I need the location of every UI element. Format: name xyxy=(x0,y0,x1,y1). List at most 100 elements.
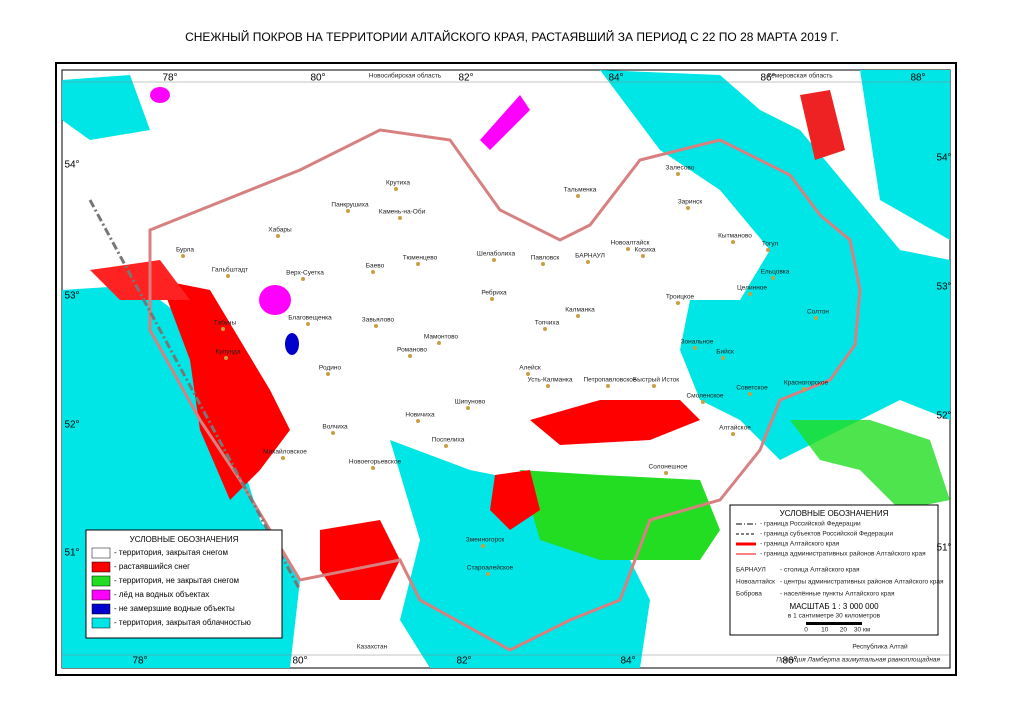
settlement xyxy=(301,277,305,281)
place-label: Панкрушиха xyxy=(331,202,369,209)
coordinate-label: 51° xyxy=(936,543,951,554)
coordinate-label: 52° xyxy=(936,411,951,422)
legend-box xyxy=(85,529,283,639)
settlement xyxy=(731,240,735,244)
projection: Проекция Ламберта азимутальная равноплощ… xyxy=(776,656,940,664)
settlement xyxy=(686,206,690,210)
place-label: Табуны xyxy=(214,319,237,327)
place-label: Алейск xyxy=(519,364,541,372)
cloud-area xyxy=(860,70,950,240)
place-label: Баево xyxy=(366,263,385,270)
place-label: Волчиха xyxy=(322,424,348,431)
melted-snow xyxy=(160,280,290,500)
settlement xyxy=(701,400,705,404)
place-label: Новичиха xyxy=(405,412,435,419)
settlement xyxy=(546,384,550,388)
settlement xyxy=(490,297,494,301)
coordinate-label: 88° xyxy=(910,73,925,84)
ice xyxy=(259,285,291,315)
settlement xyxy=(331,431,335,435)
melted-snow xyxy=(90,260,190,300)
settlement xyxy=(374,324,378,328)
settlement xyxy=(576,194,580,198)
coordinate-label: 54° xyxy=(936,153,951,164)
melted-snow xyxy=(320,520,400,600)
place-label: Советское xyxy=(736,385,768,392)
place-label: Родино xyxy=(319,365,342,372)
settlement xyxy=(226,274,230,278)
legend-swatch xyxy=(91,575,111,587)
legend-label: - граница Алтайского края xyxy=(760,540,840,548)
settlement xyxy=(676,172,680,176)
place-label: Бурла xyxy=(176,247,194,254)
place-label: Кытманово xyxy=(718,233,752,240)
no-snow xyxy=(520,470,720,560)
place-label: Целинное xyxy=(737,285,767,292)
settlement xyxy=(693,346,697,350)
settlement xyxy=(276,234,280,238)
settlement xyxy=(416,262,420,266)
coordinate-label: 78° xyxy=(132,656,147,667)
neighbor-label: Республика Алтай xyxy=(852,643,908,651)
place-label: Змеиногорск xyxy=(466,537,505,544)
settlement xyxy=(641,254,645,258)
place-label: Гальбштадт xyxy=(212,266,248,274)
legend-label: - граница Российской Федерации xyxy=(760,520,861,528)
legend-label: - территория, закрытая облачностью xyxy=(114,618,251,627)
settlement xyxy=(416,419,420,423)
legend-left: УСЛОВНЫЕ ОБОЗНАЧЕНИЯ xyxy=(85,529,283,639)
place-label: Шипуново xyxy=(455,399,486,406)
place-label: Поспелиха xyxy=(432,437,465,444)
place-label: Бийск xyxy=(716,348,734,356)
place-label: Мамонтово xyxy=(424,334,459,341)
legend-swatch xyxy=(91,617,111,629)
settlement xyxy=(437,341,441,345)
place-label: Тюменцево xyxy=(403,255,438,262)
settlement xyxy=(802,387,806,391)
scale: МАСШТАБ 1 : 3 000 000 xyxy=(789,602,879,611)
place-label: Крутиха xyxy=(386,180,410,187)
legend-swatch xyxy=(91,589,111,601)
coordinate-label: 82° xyxy=(456,656,471,667)
settlement xyxy=(606,384,610,388)
place-label: Солтон xyxy=(807,309,829,316)
place-label: Красногорское xyxy=(784,380,829,387)
place-label: Новоегорьевское xyxy=(349,459,402,466)
coordinate-label: 82° xyxy=(458,73,473,84)
place-label: Михайловское xyxy=(263,448,307,456)
place-label: Кулунда xyxy=(216,349,241,356)
settlement xyxy=(181,254,185,258)
coordinate-label: 51° xyxy=(64,548,79,559)
legend-label: - не замерзшие водные объекты xyxy=(114,604,235,613)
place-label: Усть-Калманка xyxy=(528,377,573,384)
coordinate-label: 80° xyxy=(310,73,325,84)
legend-swatch xyxy=(91,547,111,559)
legend-swatch xyxy=(91,603,111,615)
scale-tick: 20 xyxy=(840,627,848,634)
title: СНЕЖНЫЙ ПОКРОВ НА ТЕРРИТОРИИ АЛТАЙСКОГО … xyxy=(185,29,839,44)
settlement xyxy=(586,260,590,264)
coordinate-label: 84° xyxy=(608,73,623,84)
place-label: Тогул xyxy=(762,241,779,248)
place-label: Калманка xyxy=(565,307,595,314)
place-label: Смоленское xyxy=(686,393,723,400)
settlement xyxy=(306,322,310,326)
melted-snow xyxy=(800,90,845,160)
outer-frame xyxy=(55,62,957,676)
settlement xyxy=(766,248,770,252)
settlement xyxy=(398,216,402,220)
settlement xyxy=(721,356,725,360)
place-label: Ельцовка xyxy=(761,269,790,276)
melted-snow xyxy=(530,400,700,445)
settlement xyxy=(652,384,656,388)
scale-tick: 10 xyxy=(821,627,829,634)
settlement xyxy=(281,456,285,460)
coordinate-label: 53° xyxy=(64,291,79,302)
place-label: Зональное xyxy=(681,339,714,346)
settlement xyxy=(408,354,412,358)
place-label: Романово xyxy=(397,347,427,354)
cloud-area xyxy=(600,70,950,460)
ice xyxy=(480,95,530,150)
legend-right: УСЛОВНЫЕ ОБОЗНАЧЕНИЯ МАСШТАБ 1 : 3 000 0… xyxy=(729,504,939,636)
settlement xyxy=(541,262,545,266)
